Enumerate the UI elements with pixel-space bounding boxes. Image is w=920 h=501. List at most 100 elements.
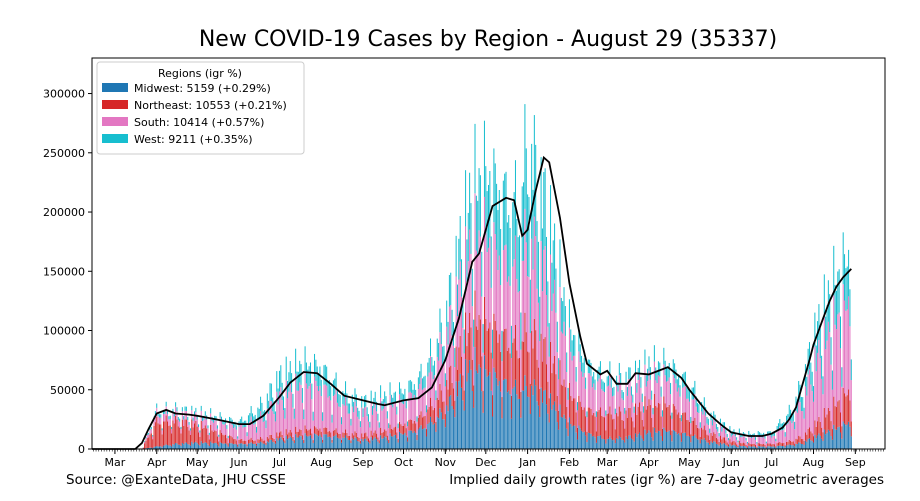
bar-west bbox=[467, 212, 469, 262]
bar-midwest bbox=[755, 447, 757, 449]
bar-northeast bbox=[692, 420, 694, 437]
bar-west bbox=[558, 358, 560, 380]
bar-midwest bbox=[817, 435, 819, 449]
bar-northeast bbox=[713, 432, 715, 442]
bar-midwest bbox=[519, 398, 521, 449]
bar-midwest bbox=[574, 425, 576, 449]
bar-south bbox=[815, 371, 817, 427]
bar-midwest bbox=[231, 443, 233, 449]
bar-midwest bbox=[211, 443, 213, 449]
bar-northeast bbox=[777, 442, 779, 446]
bar-west bbox=[771, 434, 773, 438]
bar-midwest bbox=[481, 391, 483, 449]
bar-northeast bbox=[276, 432, 278, 439]
bar-midwest bbox=[660, 436, 662, 449]
bar-midwest bbox=[551, 409, 553, 449]
bar-northeast bbox=[726, 442, 728, 446]
bar-south bbox=[447, 344, 449, 390]
bar-northeast bbox=[470, 327, 472, 370]
bar-south bbox=[744, 436, 746, 444]
bar-midwest bbox=[401, 434, 403, 449]
bar-south bbox=[187, 420, 189, 427]
bar-northeast bbox=[269, 434, 271, 440]
bar-south bbox=[305, 383, 307, 430]
bar-south bbox=[312, 420, 314, 441]
bar-west bbox=[633, 406, 635, 413]
bar-midwest bbox=[520, 417, 522, 449]
bar-midwest bbox=[771, 446, 773, 449]
bar-midwest bbox=[161, 447, 163, 449]
bar-south bbox=[725, 433, 727, 441]
bar-south bbox=[380, 397, 382, 428]
bar-midwest bbox=[149, 447, 151, 449]
bar-west bbox=[482, 324, 484, 353]
bar-midwest bbox=[506, 392, 508, 449]
bar-midwest bbox=[591, 436, 593, 449]
bar-south bbox=[737, 442, 739, 446]
bar-midwest bbox=[331, 442, 333, 449]
bar-south bbox=[625, 382, 627, 411]
bar-midwest bbox=[664, 430, 666, 449]
bar-west bbox=[519, 235, 521, 292]
bar-west bbox=[531, 143, 533, 239]
bar-midwest bbox=[273, 442, 275, 449]
bar-northeast bbox=[703, 425, 705, 439]
bar-west bbox=[470, 203, 472, 254]
bar-northeast bbox=[354, 431, 356, 438]
bar-south bbox=[219, 417, 221, 431]
bar-west bbox=[320, 379, 322, 397]
bar-northeast bbox=[420, 411, 422, 426]
bar-northeast bbox=[225, 434, 227, 444]
bar-midwest bbox=[320, 437, 322, 449]
bar-west bbox=[838, 269, 840, 313]
bar-northeast bbox=[169, 425, 171, 446]
bar-south bbox=[196, 419, 198, 427]
bar-south bbox=[175, 406, 177, 416]
bar-northeast bbox=[502, 331, 504, 381]
bar-west bbox=[459, 215, 461, 262]
bar-south bbox=[483, 196, 485, 297]
bar-midwest bbox=[555, 410, 557, 449]
bar-midwest bbox=[351, 438, 353, 449]
bar-midwest bbox=[354, 437, 356, 449]
bar-midwest bbox=[291, 437, 293, 449]
bar-south bbox=[226, 428, 228, 439]
bar-northeast bbox=[330, 432, 332, 438]
bar-northeast bbox=[624, 428, 626, 443]
bar-northeast bbox=[808, 427, 810, 439]
bar-west bbox=[343, 393, 345, 406]
bar-west bbox=[504, 173, 506, 246]
bar-midwest bbox=[848, 421, 850, 449]
bar-midwest bbox=[334, 435, 336, 449]
bar-midwest bbox=[486, 376, 488, 449]
bar-northeast bbox=[841, 426, 843, 439]
bar-west bbox=[795, 396, 797, 411]
bar-northeast bbox=[195, 421, 197, 442]
bar-west bbox=[425, 405, 427, 413]
bar-northeast bbox=[799, 436, 801, 443]
bar-west bbox=[202, 417, 204, 422]
bar-northeast bbox=[574, 398, 576, 426]
bar-south bbox=[181, 411, 183, 420]
bar-midwest bbox=[514, 379, 516, 449]
bar-south bbox=[234, 426, 236, 439]
bar-midwest bbox=[701, 439, 703, 449]
bar-midwest bbox=[465, 359, 467, 449]
bar-west bbox=[187, 416, 189, 421]
bar-northeast bbox=[773, 444, 775, 447]
bar-northeast bbox=[648, 399, 650, 431]
bar-west bbox=[678, 374, 680, 388]
bar-northeast bbox=[199, 436, 201, 446]
bar-northeast bbox=[702, 429, 704, 440]
bar-south bbox=[765, 443, 767, 447]
bar-midwest bbox=[527, 396, 529, 449]
bar-northeast bbox=[795, 438, 797, 444]
bar-south bbox=[331, 422, 333, 440]
bar-south bbox=[245, 427, 247, 441]
bar-south bbox=[533, 216, 535, 319]
bar-west bbox=[655, 367, 657, 381]
bar-northeast bbox=[156, 416, 158, 447]
bar-west bbox=[461, 259, 463, 297]
bar-south bbox=[800, 411, 802, 439]
bar-south bbox=[819, 358, 821, 422]
